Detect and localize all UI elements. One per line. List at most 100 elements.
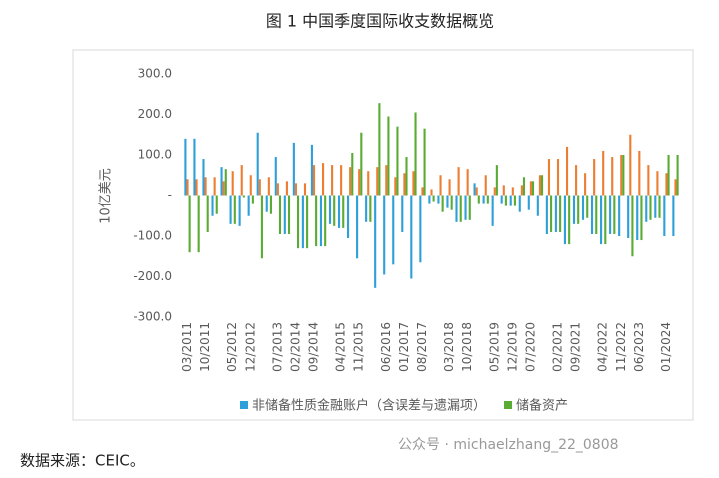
bar bbox=[414, 112, 417, 196]
bar bbox=[387, 116, 390, 196]
x-tick-label: 09/2014 bbox=[307, 322, 321, 372]
bar bbox=[475, 187, 478, 196]
y-tick-label: -300.0 bbox=[133, 310, 172, 324]
bar bbox=[324, 195, 327, 247]
bar bbox=[410, 195, 413, 279]
bar bbox=[676, 155, 679, 196]
x-tick-label: 07/2020 bbox=[523, 322, 537, 372]
bar bbox=[186, 179, 189, 196]
bar bbox=[297, 195, 300, 249]
y-tick-label: 100.0 bbox=[138, 148, 172, 162]
bar bbox=[613, 195, 616, 234]
bar bbox=[274, 157, 277, 196]
chart-title: 图 1 中国季度国际收支数据概览 bbox=[266, 12, 494, 31]
bar bbox=[283, 195, 286, 234]
bar bbox=[556, 159, 560, 196]
bar bbox=[342, 195, 345, 228]
bar bbox=[622, 155, 625, 196]
bar bbox=[674, 179, 677, 196]
bar bbox=[554, 195, 557, 232]
bar bbox=[581, 195, 585, 220]
bar bbox=[638, 150, 641, 196]
x-tick-label: 06/2016 bbox=[379, 322, 393, 372]
bar bbox=[584, 173, 587, 196]
bar bbox=[349, 167, 352, 196]
bar bbox=[509, 195, 512, 206]
bar bbox=[455, 195, 458, 222]
bar bbox=[522, 177, 526, 196]
bar bbox=[448, 179, 451, 196]
bar bbox=[577, 195, 580, 224]
bar bbox=[495, 165, 498, 196]
bar bbox=[285, 181, 288, 196]
bar bbox=[303, 183, 307, 196]
source-note: 数据来源：CEIC。 bbox=[20, 452, 145, 470]
x-tick-label: 11/2022 bbox=[614, 322, 628, 372]
bar bbox=[347, 195, 350, 239]
bar bbox=[647, 165, 650, 196]
bar bbox=[540, 175, 544, 196]
bar bbox=[491, 195, 494, 226]
x-tick-label: 01/2024 bbox=[659, 322, 673, 372]
bar bbox=[423, 128, 426, 196]
x-tick-label: 02/2021 bbox=[551, 322, 565, 372]
bar bbox=[369, 195, 372, 222]
bar bbox=[287, 195, 291, 234]
bar bbox=[529, 181, 532, 196]
bar bbox=[251, 195, 254, 204]
bar bbox=[238, 195, 241, 226]
bar bbox=[224, 169, 227, 196]
bar bbox=[609, 195, 612, 234]
bar bbox=[367, 171, 370, 196]
legend-swatch bbox=[240, 401, 248, 409]
bar bbox=[337, 195, 341, 228]
legend-swatch bbox=[504, 401, 513, 409]
bar bbox=[640, 195, 643, 241]
bar bbox=[256, 132, 259, 196]
bar bbox=[631, 195, 634, 257]
bar bbox=[358, 169, 361, 196]
bar bbox=[672, 195, 675, 236]
bar bbox=[269, 195, 273, 214]
bar bbox=[538, 175, 541, 196]
y-tick-label: -100.0 bbox=[133, 229, 172, 243]
x-tick-label: 09/2021 bbox=[569, 322, 583, 372]
bar bbox=[231, 171, 234, 196]
bar bbox=[520, 185, 523, 196]
bar bbox=[559, 195, 562, 232]
x-tick-label: 03/2011 bbox=[180, 322, 194, 372]
bar bbox=[477, 195, 480, 204]
bar bbox=[600, 195, 603, 245]
bar bbox=[278, 195, 282, 234]
bar bbox=[310, 144, 313, 196]
x-tick-label: 11/2015 bbox=[352, 322, 366, 372]
bar bbox=[649, 195, 652, 220]
bar bbox=[527, 195, 530, 210]
x-tick-label: 12/2012 bbox=[243, 322, 257, 372]
bar bbox=[629, 134, 632, 196]
bar bbox=[249, 175, 252, 196]
bar bbox=[595, 195, 598, 234]
bar bbox=[482, 195, 485, 204]
bar bbox=[457, 167, 460, 196]
bar bbox=[340, 165, 343, 196]
bar bbox=[403, 173, 406, 196]
bar bbox=[464, 195, 467, 220]
bar bbox=[568, 195, 571, 245]
bar bbox=[663, 195, 666, 236]
x-tick-label: 07/2013 bbox=[270, 322, 284, 372]
y-tick-label: -200.0 bbox=[133, 269, 172, 283]
bar bbox=[193, 138, 196, 196]
bar bbox=[450, 195, 453, 210]
y-tick-label: - bbox=[168, 188, 172, 202]
bar bbox=[432, 195, 435, 202]
bar bbox=[618, 195, 621, 236]
bar bbox=[405, 157, 408, 196]
bar bbox=[627, 195, 630, 239]
bar bbox=[247, 195, 250, 216]
bar bbox=[211, 195, 214, 216]
bar bbox=[611, 157, 614, 196]
bar bbox=[531, 181, 535, 196]
x-tick-label: 10/2011 bbox=[198, 322, 212, 372]
bar bbox=[518, 195, 521, 212]
